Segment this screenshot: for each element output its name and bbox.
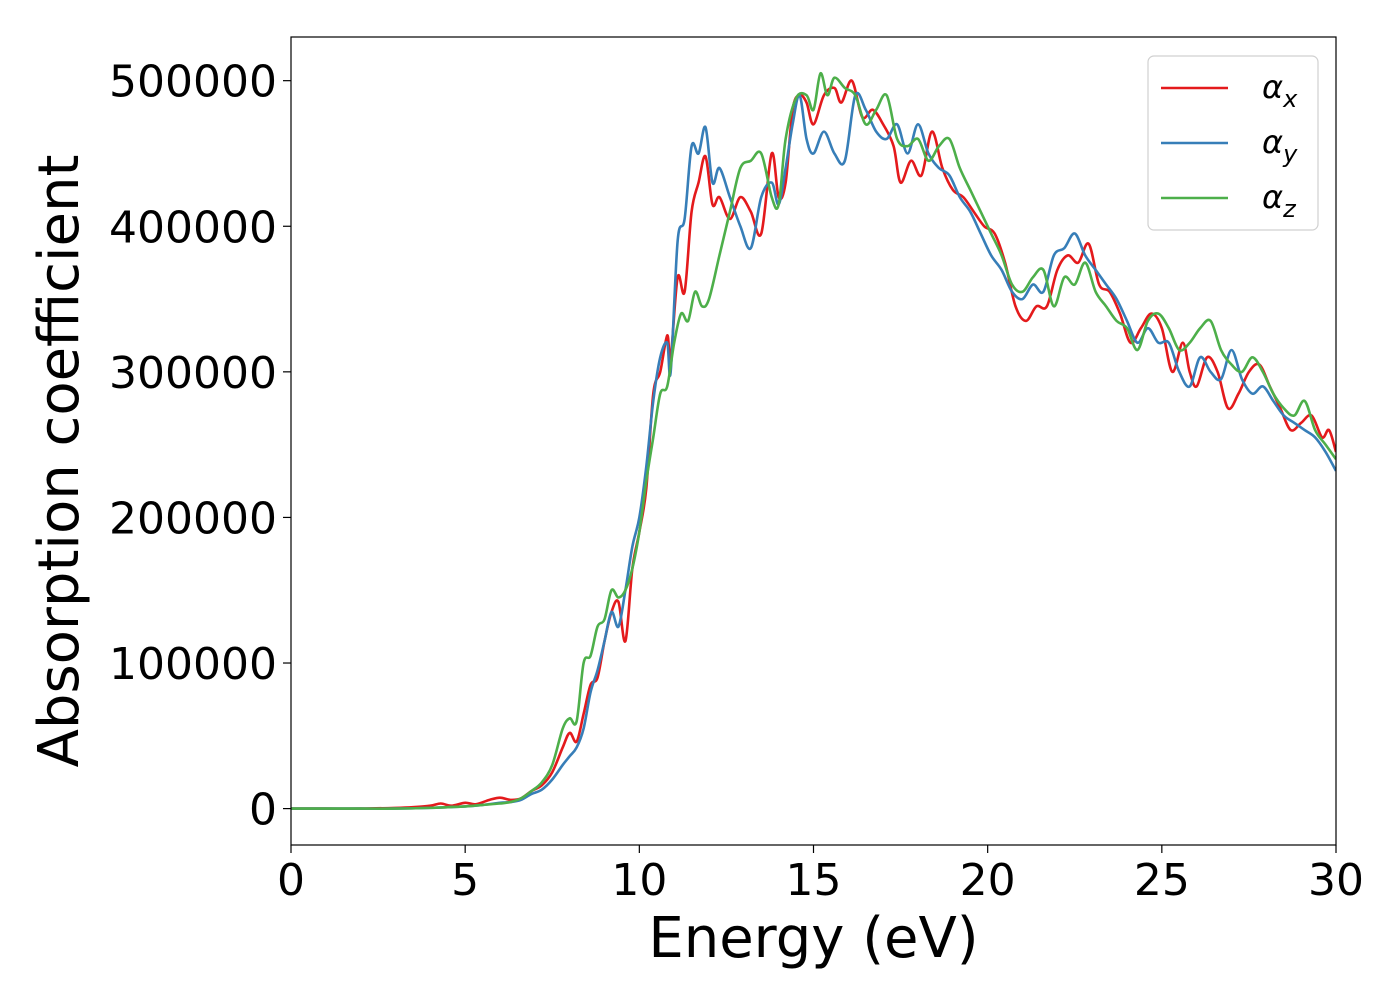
x-tick-label: 20 bbox=[960, 855, 1016, 906]
axes-layer: 0 5 10 15 20 25 30 0 100000 200000 300000 400000 500… bbox=[109, 36, 1364, 906]
x-tick-label: 25 bbox=[1134, 855, 1190, 906]
x-tick-label: 10 bbox=[611, 855, 667, 906]
y-tick-label: 500000 bbox=[109, 57, 277, 108]
x-axis-title: Energy (eV) bbox=[648, 906, 978, 971]
y-tick-label: 200000 bbox=[109, 493, 277, 544]
y-tick-label: 0 bbox=[249, 785, 277, 836]
legend-symbol: α bbox=[1262, 68, 1283, 106]
legend-label-x: αx bbox=[1262, 68, 1298, 113]
legend-label-z: αz bbox=[1262, 178, 1297, 223]
legend-box bbox=[1147, 55, 1319, 231]
legend-subscript: y bbox=[1282, 140, 1298, 168]
series-line-y bbox=[291, 91, 1336, 810]
y-tick-label: 100000 bbox=[109, 639, 277, 690]
x-tick-label: 0 bbox=[277, 855, 305, 906]
x-tick-label: 5 bbox=[451, 855, 479, 906]
legend-label-y: αy bbox=[1262, 123, 1298, 168]
series-layer bbox=[291, 72, 1336, 810]
x-tick-label: 30 bbox=[1308, 855, 1364, 906]
x-tick-label: 15 bbox=[786, 855, 842, 906]
legend-subscript: z bbox=[1282, 195, 1297, 223]
series-line-x bbox=[291, 79, 1336, 810]
y-tick-label: 300000 bbox=[109, 348, 277, 399]
y-axis-title: Absorption coefficient bbox=[27, 155, 92, 768]
legend-subscript: x bbox=[1282, 85, 1298, 113]
legend-symbol: α bbox=[1262, 123, 1283, 161]
legend-symbol: α bbox=[1262, 178, 1283, 216]
y-tick-label: 400000 bbox=[109, 202, 277, 253]
series-line-z bbox=[291, 72, 1336, 810]
